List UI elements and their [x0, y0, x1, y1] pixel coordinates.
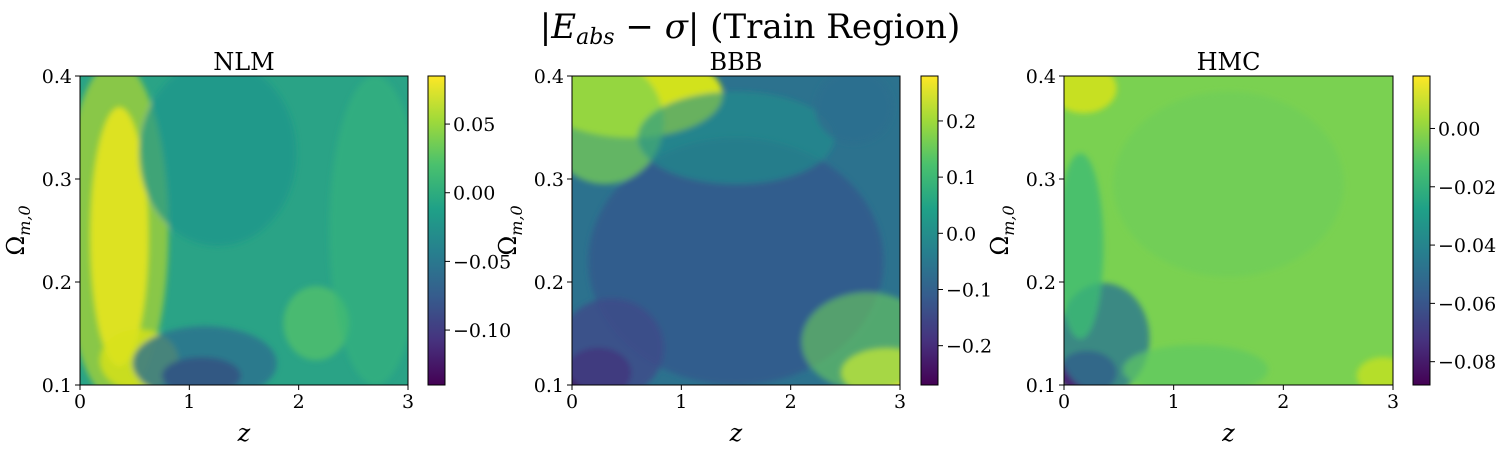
heatmap-region — [329, 76, 408, 385]
colorbar-tick-label: −0.08 — [1438, 352, 1496, 374]
y-tick-label: 0.2 — [534, 272, 564, 294]
panel-bbb: BBB 0 1 2 3 0.1 0.2 0.3 0.4 z Ωm,0 0.2 0.1 0.0 −0.1 −0.… — [494, 48, 992, 447]
x-tick-label: 2 — [293, 391, 305, 413]
x-tick-label: 2 — [1277, 391, 1289, 413]
y-axis-label: Ωm,0 — [494, 205, 526, 255]
heatmap-blobs — [572, 76, 900, 385]
heatmap-field — [572, 76, 900, 385]
x-axis-label: z — [1221, 419, 1235, 447]
heatmap-region — [1356, 357, 1393, 385]
y-tick-label: 0.3 — [42, 169, 72, 191]
heatmap-region — [1064, 153, 1104, 339]
y-tick-label: 0.1 — [1026, 375, 1056, 397]
y-tick-label: 0.2 — [1026, 272, 1056, 294]
heatmap-region — [1113, 91, 1344, 277]
x-tick-label: 2 — [785, 391, 797, 413]
figure-title: |Eabs − σ| (Train Region) — [540, 7, 960, 50]
colorbar-tick-label: 0.2 — [946, 111, 976, 133]
x-tick-label: 3 — [894, 391, 906, 413]
plot-frame — [79, 75, 409, 386]
colorbar-tick-label: −0.02 — [1438, 177, 1496, 199]
heatmap-region — [637, 91, 835, 185]
heatmap-region — [1064, 76, 1117, 114]
x-tick-label: 0 — [566, 391, 578, 413]
x-axis-label: z — [729, 419, 743, 447]
x-axis-label: z — [237, 419, 251, 447]
plot-frame — [571, 75, 901, 386]
y-axis-label: Ωm,0 — [2, 205, 34, 255]
colorbar-tick-label: −0.2 — [946, 336, 992, 358]
heatmap-field — [1064, 76, 1393, 385]
panel-title: NLM — [213, 48, 275, 76]
x-tick-label: 0 — [1058, 391, 1070, 413]
heatmap-field — [80, 76, 408, 385]
colorbar — [920, 75, 939, 386]
y-axis-label: Ωm,0 — [986, 205, 1018, 255]
y-tick-label: 0.3 — [534, 169, 564, 191]
heatmap-region — [572, 76, 664, 185]
y-tick-label: 0.1 — [534, 375, 564, 397]
colorbar-tick-label: −0.05 — [453, 251, 511, 273]
colorbar-tick-label: 0.05 — [453, 114, 495, 136]
heatmap-region — [814, 76, 894, 144]
colorbar-tick-label: −0.1 — [946, 279, 992, 301]
heatmap-blobs — [80, 76, 408, 385]
colorbar-tick-label: 0.00 — [453, 183, 495, 205]
y-tick-label: 0.4 — [1026, 66, 1056, 88]
x-tick-label: 3 — [402, 391, 414, 413]
heatmap-blobs — [1064, 76, 1393, 385]
heatmap-region — [801, 292, 900, 385]
panel-nlm: NLM 0 1 2 3 0.1 0.2 0.3 0.4 z Ωm,0 0.05 0.00 −0.05 −0.… — [2, 48, 511, 447]
colorbar-tick-label: −0.06 — [1438, 293, 1496, 315]
y-tick-label: 0.4 — [534, 66, 564, 88]
panel-hmc: HMC 0 1 2 3 0.1 0.2 0.3 0.4 z Ωm,0 0.00 −0.02 −0.04 −0… — [986, 48, 1496, 447]
x-tick-label: 1 — [1168, 391, 1180, 413]
x-tick-label: 1 — [183, 391, 195, 413]
panel-title: BBB — [710, 48, 763, 76]
colorbar-tick-label: −0.10 — [453, 320, 511, 342]
y-tick-label: 0.2 — [42, 272, 72, 294]
x-tick-label: 0 — [74, 391, 86, 413]
colorbar-tick-label: 0.1 — [946, 167, 976, 189]
x-tick-label: 1 — [675, 391, 687, 413]
heatmap-region — [572, 298, 664, 385]
y-tick-label: 0.3 — [1026, 169, 1056, 191]
colorbar-tick-label: −0.04 — [1438, 235, 1496, 257]
colorbar — [1412, 75, 1431, 386]
colorbar-tick-label: 0.00 — [1438, 118, 1480, 140]
panel-title: HMC — [1197, 48, 1261, 76]
x-tick-label: 3 — [1387, 391, 1399, 413]
y-tick-label: 0.4 — [42, 66, 72, 88]
plot-frame — [1063, 75, 1394, 386]
heatmap-region — [1123, 344, 1268, 385]
heatmap-region — [139, 76, 297, 246]
y-tick-label: 0.1 — [42, 375, 72, 397]
heatmap-region — [283, 286, 349, 361]
colorbar-tick-label: 0.0 — [946, 223, 976, 245]
colorbar — [427, 75, 446, 386]
heatmap-region — [132, 326, 277, 385]
